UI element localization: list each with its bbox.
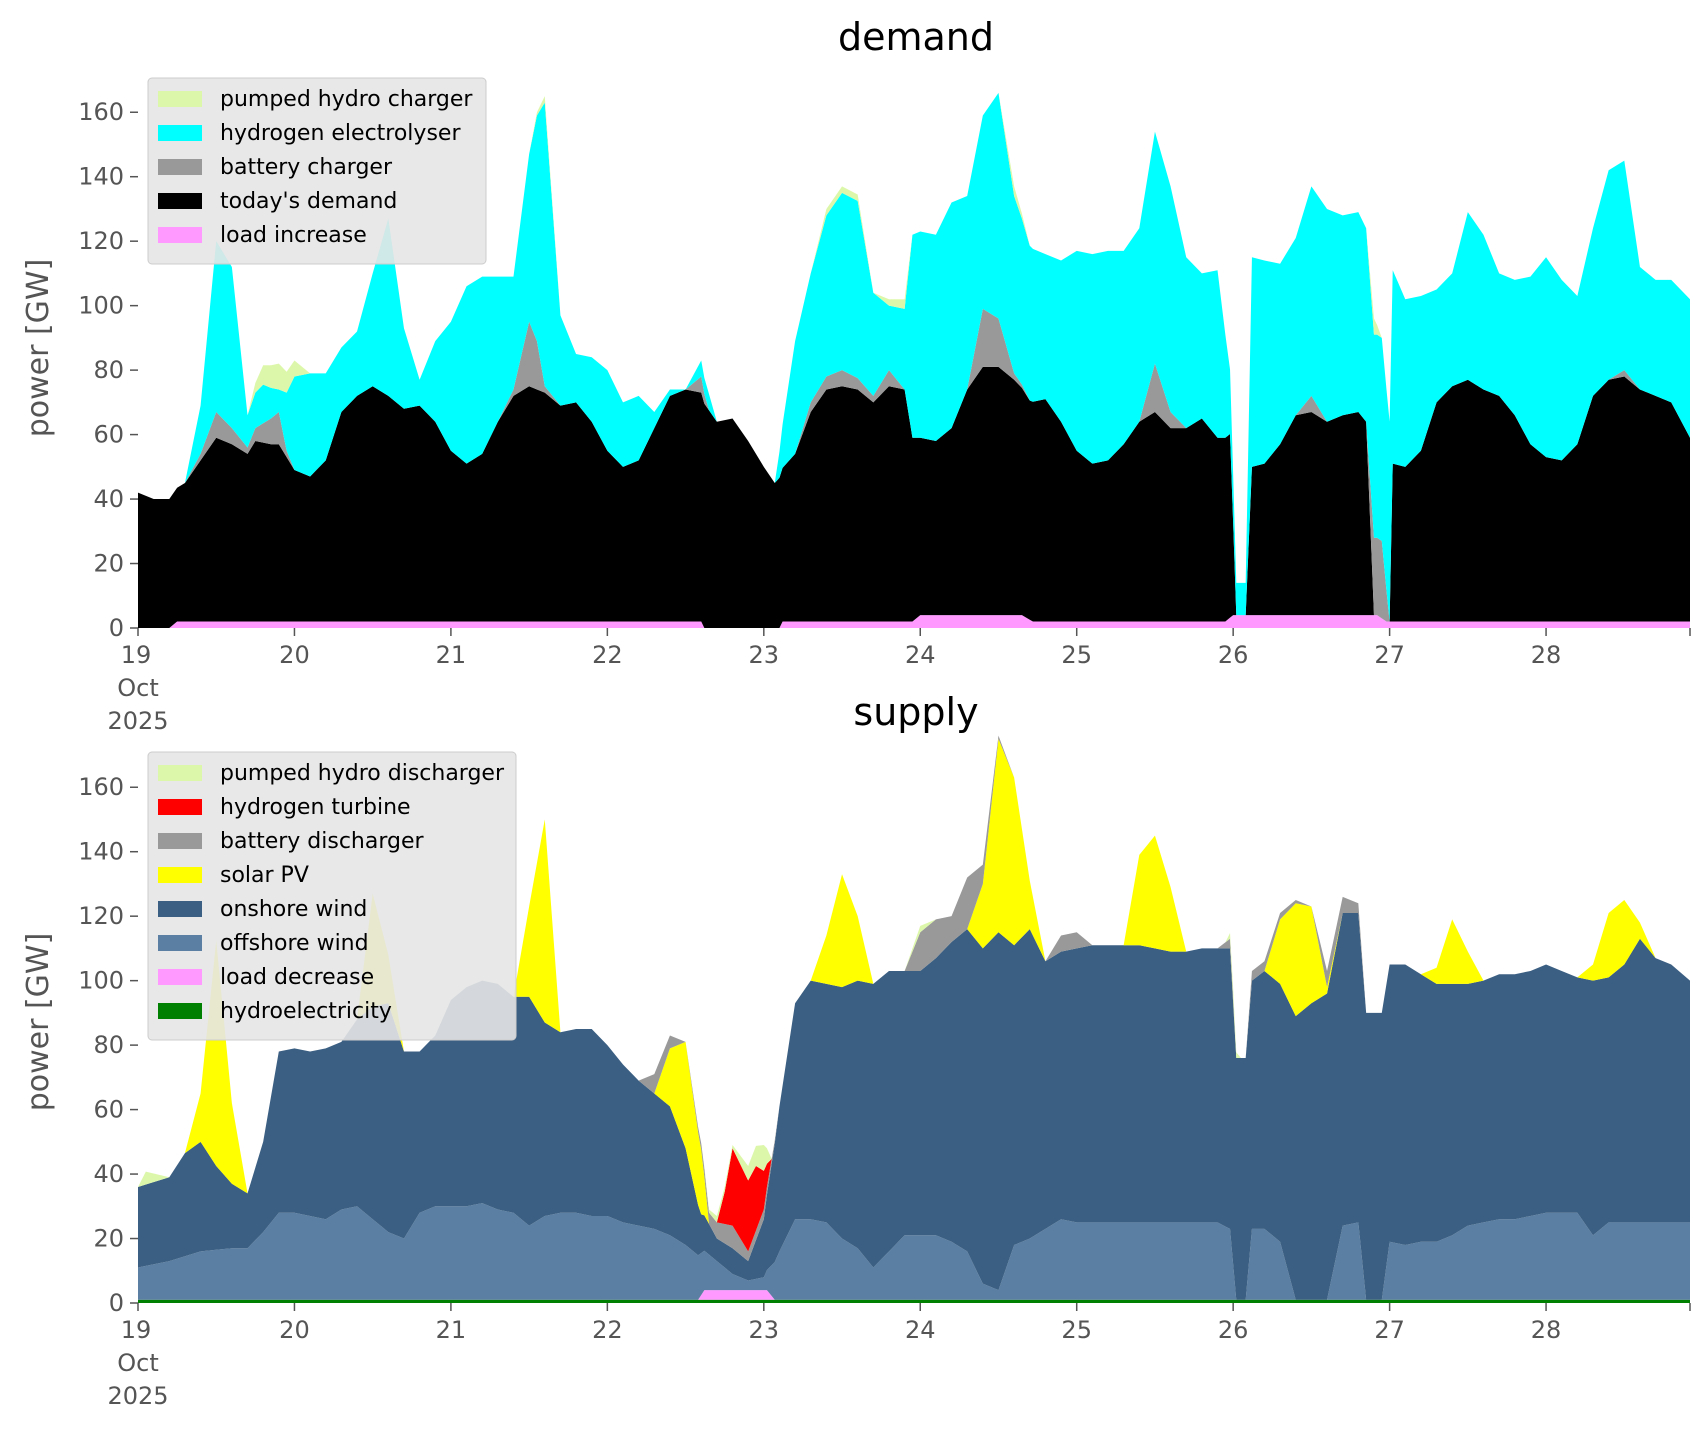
x-tick-label: 26 <box>1218 1316 1249 1344</box>
legend-swatch-hydrogen-electrolyser <box>158 125 202 141</box>
x-tick-label: 23 <box>749 641 780 669</box>
x-tick-label: 27 <box>1374 641 1405 669</box>
y-tick-label: 40 <box>93 485 124 513</box>
x-axis: 19 Oct 2025 20 21 22 23 24 25 26 27 28 <box>107 1303 1691 1410</box>
x-tick-label: 23 <box>749 1316 780 1344</box>
x-tick-label: 25 <box>1061 1316 1092 1344</box>
legend-label-pumped-hydro-charger: pumped hydro charger <box>220 87 473 112</box>
x-tick-label: 28 <box>1531 1316 1562 1344</box>
y-tick-label: 60 <box>93 421 124 449</box>
legend-label-load-increase: load increase <box>220 223 367 248</box>
y-tick-label: 140 <box>78 838 124 866</box>
y-axis: 0 20 40 60 80 100 120 140 160 <box>78 98 138 642</box>
area-onshore-wind <box>138 912 1690 1300</box>
y-tick-label: 40 <box>93 1160 124 1188</box>
y-tick-label: 20 <box>93 1225 124 1253</box>
legend-label-pumped-hydro-discharger: pumped hydro discharger <box>220 761 505 786</box>
area-today-s-demand <box>138 366 1690 628</box>
y-axis-label: power [GW] <box>21 259 56 438</box>
legend-swatch-load-decrease <box>158 969 202 985</box>
chart-title: supply <box>853 690 978 734</box>
legend: pumped hydro discharger hydrogen turbine b… <box>147 751 517 1041</box>
legend-label-today-s-demand: today's demand <box>220 189 397 214</box>
y-tick-label: 80 <box>93 1031 124 1059</box>
x-tick-label: 26 <box>1218 641 1249 669</box>
x-tick-label: 24 <box>905 1316 936 1344</box>
y-tick-label: 80 <box>93 356 124 384</box>
x-tick-label: Oct <box>117 674 159 702</box>
legend-swatch-battery-discharger <box>158 833 202 849</box>
legend-swatch-battery-charger <box>158 159 202 175</box>
legend-swatch-pumped-hydro-charger <box>158 91 202 107</box>
chart-title: demand <box>838 15 994 59</box>
x-tick-label: Oct <box>117 1349 159 1377</box>
area-series-group <box>138 92 1690 628</box>
y-tick-label: 120 <box>78 902 124 930</box>
legend-swatch-hydrogen-turbine <box>158 799 202 815</box>
legend-label-solar-pv: solar PV <box>220 863 309 888</box>
x-tick-label: 24 <box>905 641 936 669</box>
x-tick-label: 25 <box>1061 641 1092 669</box>
legend-box <box>147 77 487 265</box>
y-tick-label: 60 <box>93 1096 124 1124</box>
y-tick-label: 100 <box>78 967 124 995</box>
y-tick-label: 100 <box>78 292 124 320</box>
x-tick-label: 21 <box>436 1316 467 1344</box>
legend-label-offshore-wind: offshore wind <box>220 931 369 956</box>
x-tick-label: 2025 <box>107 1382 168 1410</box>
legend-swatch-solar-pv <box>158 867 202 883</box>
y-tick-label: 20 <box>93 550 124 578</box>
y-axis-label: power [GW] <box>21 933 56 1112</box>
legend: pumped hydro charger hydrogen electrolyse… <box>147 77 487 265</box>
legend-label-hydroelectricity: hydroelectricity <box>220 999 392 1024</box>
legend-swatch-onshore-wind <box>158 901 202 917</box>
area-hydrogen-electrolyser <box>138 92 1690 622</box>
area-load-increase <box>138 615 1690 628</box>
y-tick-label: 0 <box>109 614 124 642</box>
demand-chart: demand power [GW] 020406080100120140160 … <box>21 15 1691 735</box>
x-tick-label: 20 <box>279 641 310 669</box>
legend-box <box>147 751 517 1041</box>
area-battery-charger <box>138 308 1690 622</box>
x-tick-label: 20 <box>279 1316 310 1344</box>
legend-swatch-hydroelectricity <box>158 1003 202 1019</box>
x-tick-label: 22 <box>592 641 623 669</box>
x-tick-label: 21 <box>436 641 467 669</box>
y-tick-label: 120 <box>78 227 124 255</box>
x-tick-label: 22 <box>592 1316 623 1344</box>
x-tick-label: 19 <box>121 1316 152 1344</box>
legend-swatch-pumped-hydro-discharger <box>158 765 202 781</box>
legend-swatch-load-increase <box>158 227 202 243</box>
supply-chart: supply power [GW] 020406080100120140160 … <box>21 690 1691 1410</box>
x-tick-label: 19 <box>121 641 152 669</box>
area-hydroelectricity <box>138 1299 1690 1303</box>
legend-label-hydrogen-turbine: hydrogen turbine <box>220 795 411 820</box>
x-tick-label: 2025 <box>107 707 168 735</box>
legend-label-battery-discharger: battery discharger <box>220 829 425 854</box>
y-tick-label: 160 <box>78 773 124 801</box>
legend-label-battery-charger: battery charger <box>220 155 393 180</box>
area-series-group <box>138 735 1690 1303</box>
y-tick-label: 0 <box>109 1289 124 1317</box>
legend-label-onshore-wind: onshore wind <box>220 897 367 922</box>
legend-swatch-today-s-demand <box>158 193 202 209</box>
x-tick-label: 28 <box>1531 641 1562 669</box>
area-offshore-wind <box>138 1203 1690 1300</box>
x-axis: 19 Oct 2025 20 21 22 23 24 25 26 27 28 <box>107 628 1691 735</box>
legend-swatch-offshore-wind <box>158 935 202 951</box>
y-tick-label: 160 <box>78 98 124 126</box>
y-tick-label: 140 <box>78 163 124 191</box>
x-tick-label: 27 <box>1374 1316 1405 1344</box>
legend-label-hydrogen-electrolyser: hydrogen electrolyser <box>220 121 461 146</box>
legend-label-load-decrease: load decrease <box>220 965 374 990</box>
y-axis: 0 20 40 60 80 100 120 140 160 <box>78 773 138 1317</box>
